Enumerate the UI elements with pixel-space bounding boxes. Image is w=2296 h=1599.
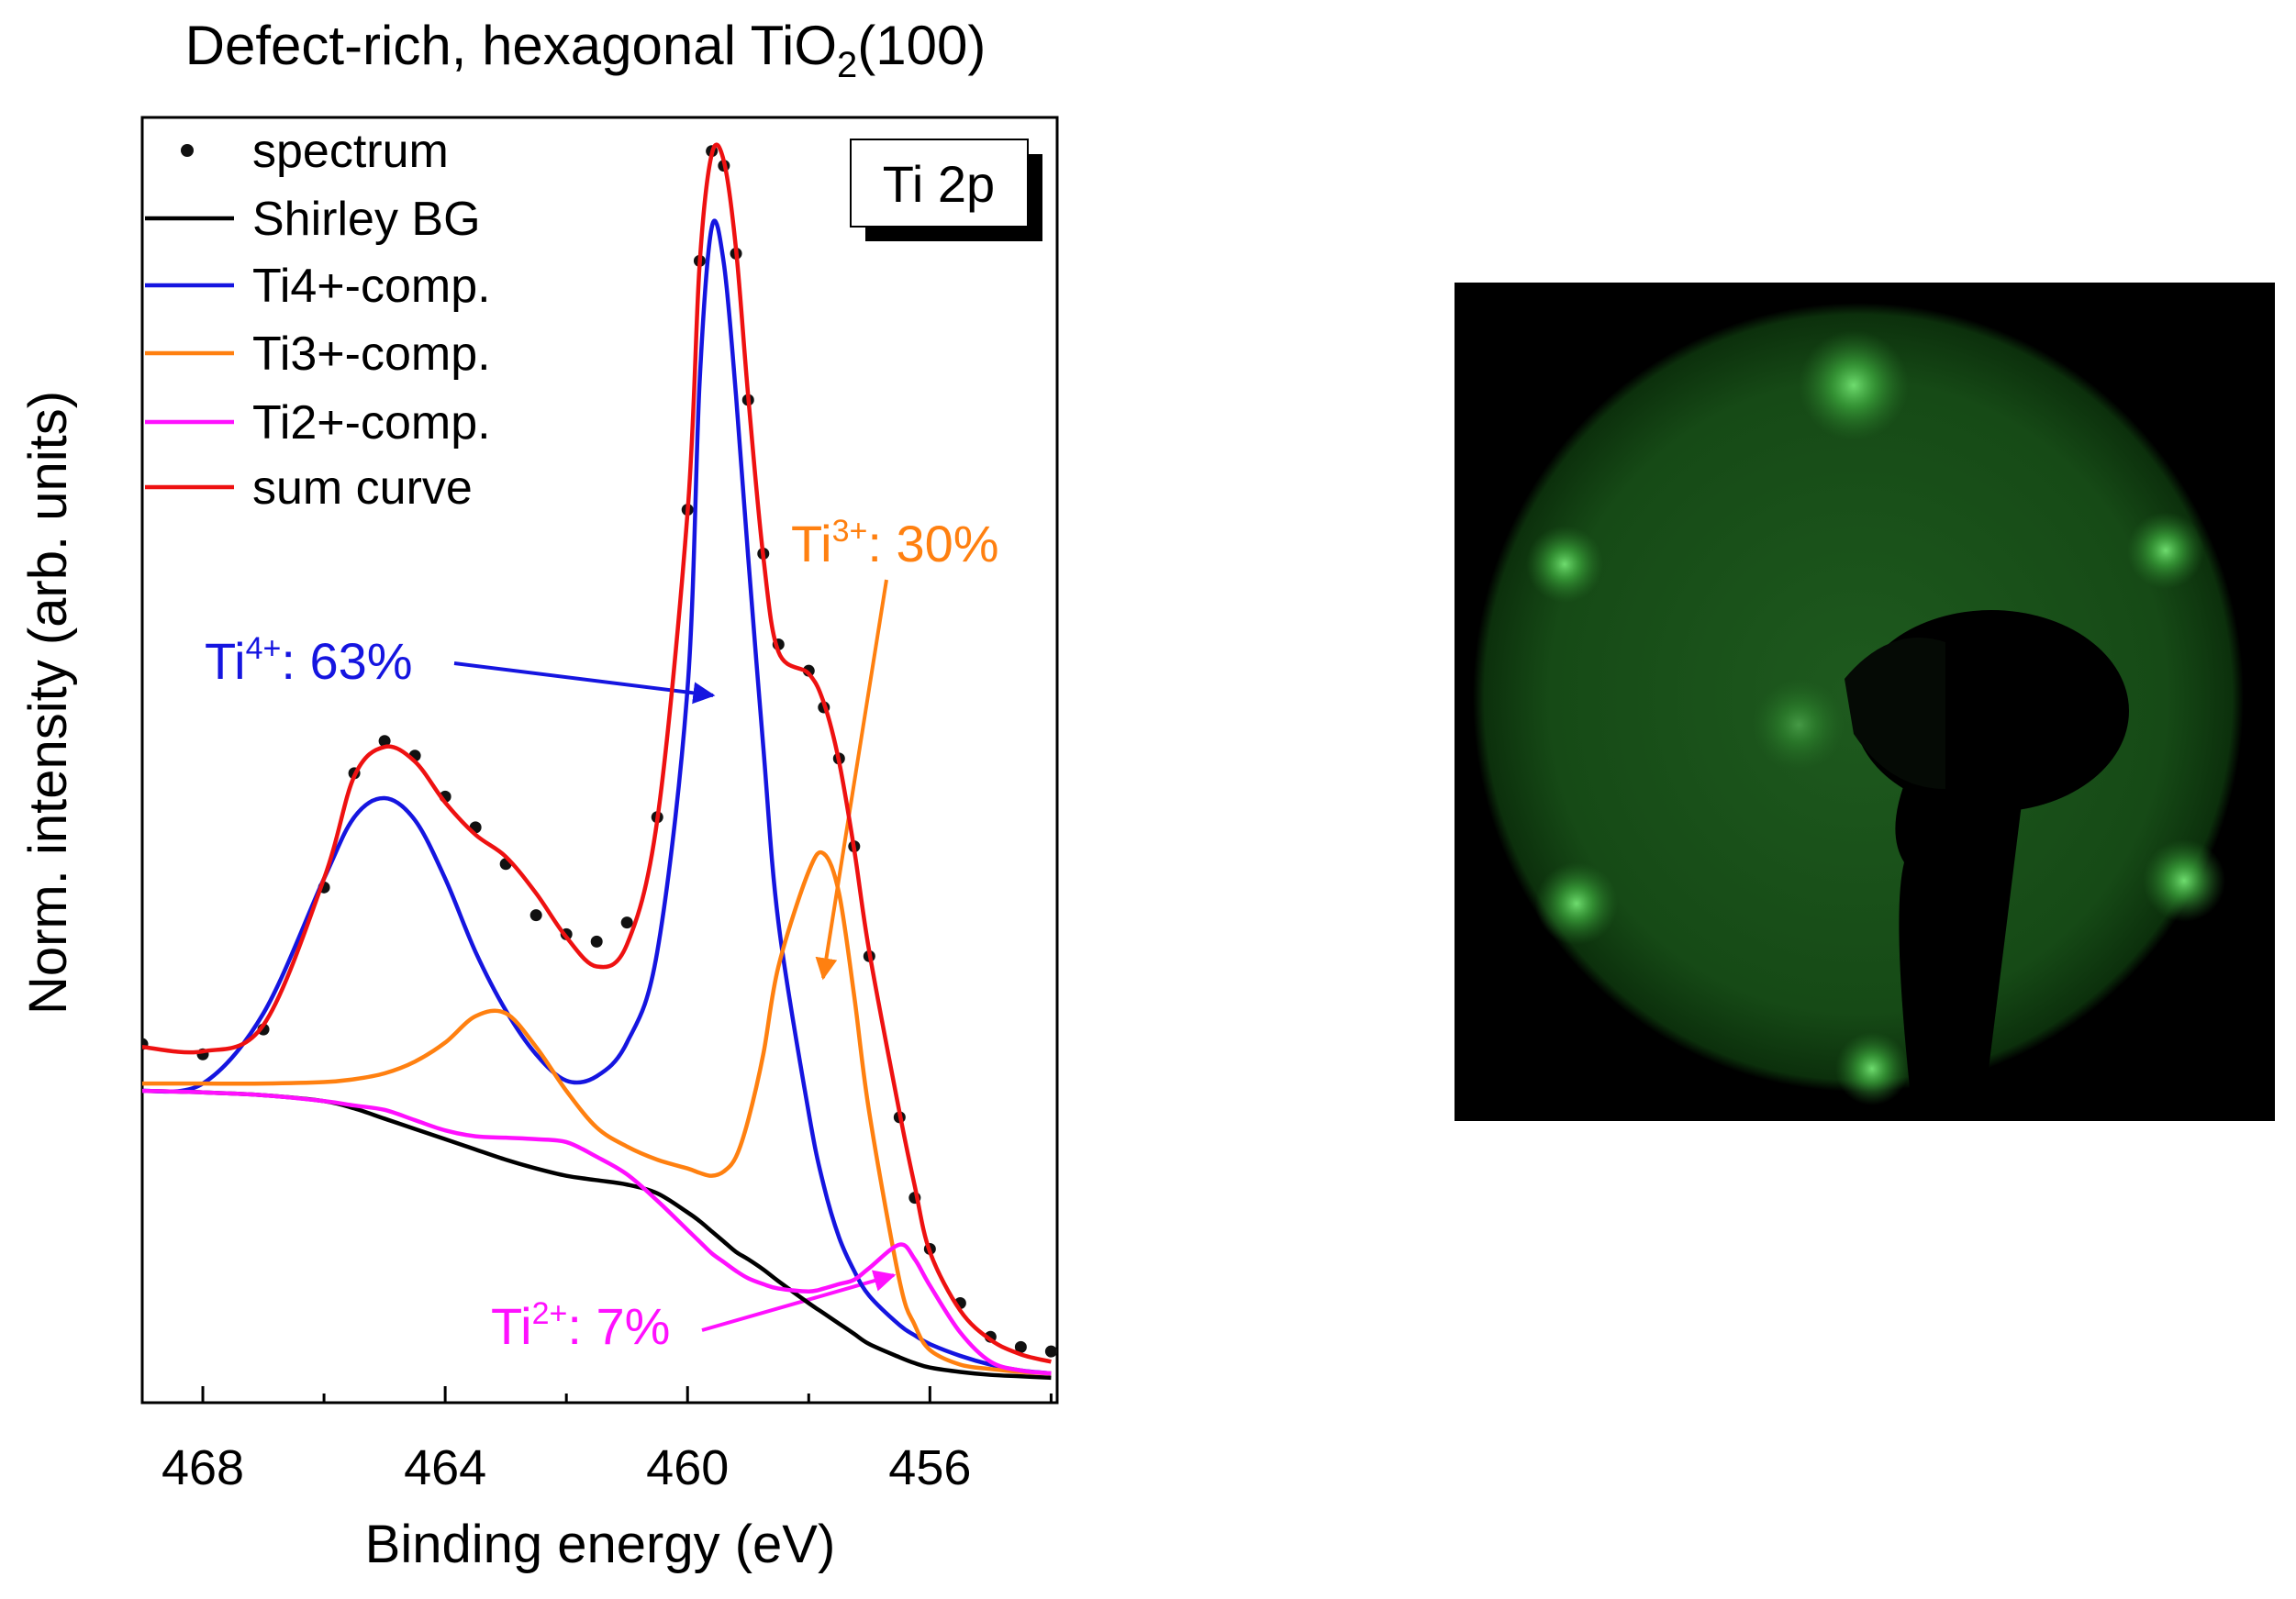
data-point: [378, 735, 391, 748]
x-tick-label: 468: [162, 1440, 244, 1495]
legend-marker: [181, 144, 194, 157]
annotation-text: Ti: [791, 515, 832, 572]
line-series: [142, 218, 1052, 1376]
y-axis-label: Norm. intensity (arb. units): [18, 391, 78, 1015]
title-subscript: 2: [837, 45, 857, 85]
line-series: [142, 849, 1052, 1376]
x-tick-label: 456: [888, 1440, 971, 1495]
data-point: [1014, 1340, 1027, 1353]
legend-label: Ti2+-comp.: [252, 396, 491, 450]
annotation-suffix: : 63%: [281, 632, 412, 690]
chart-title: Defect-rich, hexagonal TiO2(100): [185, 15, 986, 85]
x-axis-label: Binding energy (eV): [365, 1515, 836, 1574]
x-tick-label: 464: [404, 1440, 486, 1495]
title-suffix: (100): [857, 15, 986, 76]
label-box-text: Ti 2p: [883, 155, 995, 213]
data-point: [590, 935, 603, 948]
legend-label: Ti3+-comp.: [252, 328, 491, 381]
annotation-superscript: 2+: [532, 1296, 568, 1331]
line-series: [142, 142, 1052, 1364]
data-point: [1044, 1345, 1057, 1358]
data-point: [529, 909, 542, 922]
annotation: Ti3+: 30%: [791, 514, 999, 572]
data-point: [620, 916, 633, 929]
annotation-text: Ti: [491, 1297, 532, 1355]
annotation-superscript: 3+: [832, 514, 868, 549]
title-text: Defect-rich, hexagonal TiO: [185, 15, 837, 76]
legend-label: spectrum: [252, 125, 449, 178]
legend-label: sum curve: [252, 461, 473, 515]
legend-label: Ti4+-comp.: [252, 260, 491, 313]
annotation-suffix: : 7%: [567, 1297, 670, 1355]
x-tick-label: 460: [646, 1440, 729, 1495]
legend-label: Shirley BG: [252, 193, 481, 246]
arrow: [453, 661, 716, 705]
annotation: Ti4+: 63%: [205, 631, 413, 690]
arrow: [815, 579, 888, 981]
annotation-superscript: 4+: [246, 631, 282, 666]
line-series: [142, 1088, 1052, 1376]
leed-image: [1455, 283, 2275, 1121]
label-box: Ti 2p: [850, 139, 1042, 241]
annotation-text: Ti: [205, 632, 246, 690]
arrow: [701, 1270, 897, 1332]
annotation-suffix: : 30%: [867, 515, 998, 572]
line-series: [142, 1088, 1052, 1381]
plot-frame: [140, 116, 1059, 1405]
annotation: Ti2+: 7%: [491, 1296, 670, 1355]
